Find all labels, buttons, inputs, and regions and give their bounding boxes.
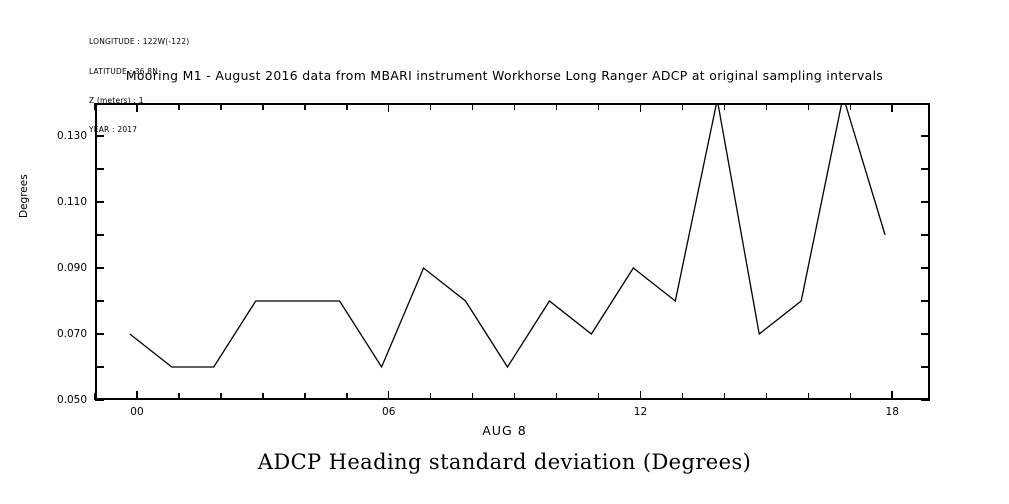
y-axis-title: Degrees: [18, 174, 30, 218]
x-axis-title: AUG 8: [482, 423, 527, 438]
x-tick-minor: [220, 393, 222, 400]
x-tick-major: [891, 391, 893, 400]
y-tick-minor-right: [921, 300, 930, 302]
y-tick-major-right: [921, 399, 930, 401]
y-tick-minor: [95, 168, 104, 170]
x-tick-minor-top: [597, 103, 600, 110]
y-tick-minor: [95, 234, 104, 236]
x-tick-minor-top: [262, 103, 264, 110]
x-tick-minor-top: [346, 103, 348, 110]
axis-bottom: [95, 398, 930, 400]
x-tick-major-top: [639, 103, 642, 112]
chart-title: Mooring M1 - August 2016 data from MBARI…: [125, 68, 884, 83]
x-tick-minor: [723, 393, 726, 400]
x-tick-minor-top: [807, 103, 810, 110]
x-tick-minor: [94, 393, 96, 400]
x-tick-major: [639, 391, 642, 400]
y-tick-label: 0.070: [56, 328, 87, 340]
y-tick-label: 0.050: [56, 394, 87, 406]
x-tick-minor: [849, 393, 852, 400]
y-tick-minor-right: [921, 366, 930, 368]
plot-area: [94, 103, 930, 401]
y-tick-major: [95, 201, 104, 203]
y-tick-major-right: [921, 135, 930, 137]
x-tick-minor: [765, 393, 768, 400]
y-tick-major: [95, 267, 104, 269]
axis-left: [95, 103, 97, 400]
y-tick-minor-right: [921, 168, 930, 170]
x-tick-minor: [304, 393, 306, 400]
x-tick-major-top: [387, 103, 390, 112]
y-tick-major: [95, 333, 104, 335]
x-tick-label: 12: [633, 406, 648, 418]
x-tick-major: [136, 391, 138, 400]
metadata-depth: Z (meters) : 1: [89, 95, 144, 105]
x-tick-minor-top: [94, 103, 96, 110]
x-tick-minor-top: [765, 103, 768, 110]
series-polyline: [129, 103, 886, 369]
x-tick-minor-top: [681, 103, 684, 110]
y-tick-major: [95, 135, 104, 137]
x-tick-minor-top: [849, 103, 852, 110]
x-tick-minor: [346, 393, 348, 400]
x-tick-minor: [681, 393, 684, 400]
figure-caption: ADCP Heading standard deviation (Degrees…: [257, 450, 752, 474]
x-tick-minor-top: [555, 103, 558, 110]
axis-right: [928, 103, 930, 400]
x-tick-minor: [471, 393, 474, 400]
x-tick-major-top: [891, 103, 893, 112]
x-tick-minor-top: [723, 103, 726, 110]
x-tick-minor-top: [220, 103, 222, 110]
x-tick-label: 18: [885, 406, 899, 418]
metadata-latitude: LATITUDE : 36.8N: [89, 66, 159, 76]
x-tick-minor: [429, 393, 432, 400]
x-tick-minor: [555, 393, 558, 400]
x-tick-label: 06: [382, 406, 396, 418]
y-tick-label: 0.090: [56, 262, 87, 274]
x-tick-minor-top: [513, 103, 516, 110]
axis-top: [95, 103, 930, 105]
metadata-longitude: LONGITUDE : 122W(-122): [89, 37, 190, 47]
x-tick-major: [387, 391, 390, 400]
x-tick-minor-top: [304, 103, 306, 110]
x-tick-label: 00: [130, 406, 144, 418]
x-tick-minor-top: [471, 103, 474, 110]
x-tick-minor-top: [178, 103, 180, 110]
y-tick-major-right: [921, 267, 930, 269]
y-tick-minor: [95, 300, 104, 302]
x-tick-minor: [513, 393, 516, 400]
x-tick-minor: [178, 393, 180, 400]
y-tick-minor-right: [921, 234, 930, 236]
y-tick-minor: [95, 366, 104, 368]
y-tick-major-right: [921, 201, 930, 203]
y-tick-label: 0.130: [56, 130, 87, 142]
x-tick-minor: [262, 393, 264, 400]
x-tick-minor-top: [429, 103, 432, 110]
x-tick-minor: [807, 393, 810, 400]
metadata-block: LONGITUDE : 122W(-122) LATITUDE : 36.8N …: [89, 18, 189, 144]
x-tick-minor: [597, 393, 600, 400]
y-tick-major: [95, 399, 104, 401]
y-tick-label: 0.110: [56, 196, 87, 208]
y-tick-major-right: [921, 333, 930, 335]
data-series-line: [129, 103, 886, 369]
x-tick-major-top: [136, 103, 138, 112]
metadata-year: YEAR : 2017: [89, 124, 138, 134]
